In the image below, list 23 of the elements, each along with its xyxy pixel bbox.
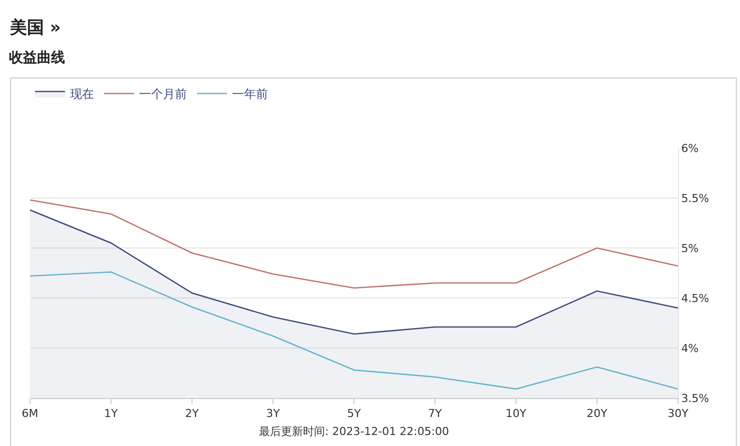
y-tick-label: 3.5% bbox=[681, 392, 710, 405]
x-tick-label: 5Y bbox=[347, 407, 362, 420]
legend-label: 一年前 bbox=[232, 87, 268, 102]
chart-title: 美国 » bbox=[9, 18, 61, 38]
text: 最后更新时间: 2023-12-01 22:05:00 bbox=[259, 425, 450, 438]
x-tick-label: 1Y bbox=[104, 407, 118, 420]
y-tick-label: 6% bbox=[681, 142, 699, 155]
y-tick-label: 4% bbox=[681, 342, 699, 355]
legend-label: 现在 bbox=[70, 87, 94, 102]
line-series bbox=[30, 199, 678, 289]
x-tick-label: 30Y bbox=[668, 407, 689, 420]
legend-label: 一个月前 bbox=[139, 87, 187, 102]
x-tick-label: 3Y bbox=[266, 407, 280, 420]
x-tick-label: 6M bbox=[22, 407, 38, 420]
x-tick-label: 10Y bbox=[506, 407, 527, 420]
y-tick-label: 4.5% bbox=[681, 292, 710, 305]
line-series bbox=[30, 271, 678, 390]
y-tick-label: 5.5% bbox=[681, 192, 710, 205]
x-tick-label: 20Y bbox=[586, 407, 608, 420]
x-tick-label: 2Y bbox=[185, 407, 200, 420]
x-tick-label: 7Y bbox=[428, 407, 442, 420]
chart-subtitle: 收益曲线 bbox=[9, 50, 65, 66]
y-tick-label: 5% bbox=[681, 242, 699, 255]
